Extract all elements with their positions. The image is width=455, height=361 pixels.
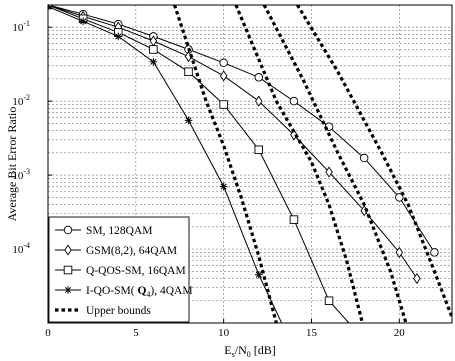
marker-star-stroke: [282, 327, 287, 332]
marker-circle: [254, 73, 264, 82]
marker-square: [289, 215, 299, 224]
legend: SM, 128QAM GSM(8,2), 64QAM Q-QOS-SM, 16QAM…: [48, 216, 193, 323]
marker-square: [324, 296, 334, 305]
marker-diamond: [325, 166, 333, 178]
marker-circle: [289, 96, 299, 106]
marker-star: [281, 326, 289, 334]
legend-label: Q-QOS-SM, 16QAM: [86, 265, 186, 277]
upper-bound-line: [296, 5, 452, 318]
marker-square: [149, 45, 158, 54]
marker-square: [254, 145, 264, 155]
upper-bound-line: [234, 5, 365, 323]
y-tick-label: 10-1: [12, 19, 30, 34]
marker-square: [63, 265, 73, 275]
series-line: [48, 5, 435, 253]
marker-star-stroke: [255, 271, 262, 278]
series-7: [296, 5, 452, 318]
marker-circle: [63, 225, 73, 235]
marker-star: [79, 17, 87, 26]
series-line: [48, 5, 350, 323]
marker-star: [64, 286, 72, 294]
marker-star-stroke: [80, 18, 87, 25]
legend-item-0: SM, 128QAM: [55, 225, 152, 237]
series-3: [48, 5, 289, 334]
marker-star-stroke: [48, 5, 52, 10]
marker-star-stroke: [150, 58, 157, 65]
legend-label: Upper bounds: [86, 305, 151, 317]
marker-star: [219, 182, 228, 191]
marker-star: [184, 116, 193, 125]
marker-diamond: [395, 246, 404, 259]
marker-diamond: [64, 244, 72, 256]
x-tick-label: 20: [394, 327, 406, 339]
grid: [47, 5, 452, 324]
series-line: [48, 5, 418, 279]
marker-star: [254, 270, 263, 279]
legend-label: SM, 128QAM: [86, 225, 152, 237]
marker-circle: [219, 58, 228, 68]
marker-circle: [359, 153, 369, 163]
marker-star-stroke: [220, 183, 227, 190]
plot-series: [48, 5, 452, 334]
x-tick-label: 0: [45, 327, 51, 339]
series-4: [172, 5, 280, 323]
marker-star-stroke: [282, 327, 287, 332]
x-tick-label: 10: [218, 327, 230, 339]
marker-diamond: [219, 70, 228, 82]
marker-star-stroke: [64, 286, 72, 294]
x-tick-label: 15: [306, 327, 318, 339]
legend-label: GSM(8,2), 64QAM: [86, 245, 177, 257]
y-tick-label: 10-3: [12, 167, 30, 182]
marker-square: [184, 67, 193, 76]
marker-diamond: [255, 95, 263, 107]
y-axis-label: Average Bit Error Ratio: [5, 107, 19, 222]
legend-item-4: Upper bounds: [55, 305, 151, 317]
x-tick-label: 5: [133, 327, 139, 339]
marker-star: [48, 5, 52, 11]
marker-star-stroke: [185, 117, 192, 124]
upper-bound-line: [172, 5, 280, 323]
marker-circle: [430, 248, 439, 257]
marker-square: [219, 100, 228, 109]
marker-star-stroke: [115, 33, 122, 40]
marker-diamond: [413, 272, 421, 285]
marker-square: [352, 326, 360, 334]
marker-star: [149, 58, 158, 66]
legend-item-2: Q-QOS-SM, 16QAM: [55, 265, 186, 277]
legend-item-3: I-QO-SM( Q4), 4QAM: [55, 285, 193, 299]
marker-circle: [395, 193, 404, 202]
x-axis-label: Es/N0 [dB]: [224, 343, 275, 359]
legend-label: I-QO-SM( Q4), 4QAM: [86, 285, 193, 299]
y-tick-label: 10-4: [12, 241, 30, 256]
series-line: [48, 6, 283, 323]
legend-item-1: GSM(8,2), 64QAM: [55, 244, 177, 257]
marker-star: [114, 32, 123, 41]
y-tick-label: 10-2: [12, 93, 30, 108]
axes-frame: [47, 4, 453, 324]
series-5: [234, 5, 365, 323]
